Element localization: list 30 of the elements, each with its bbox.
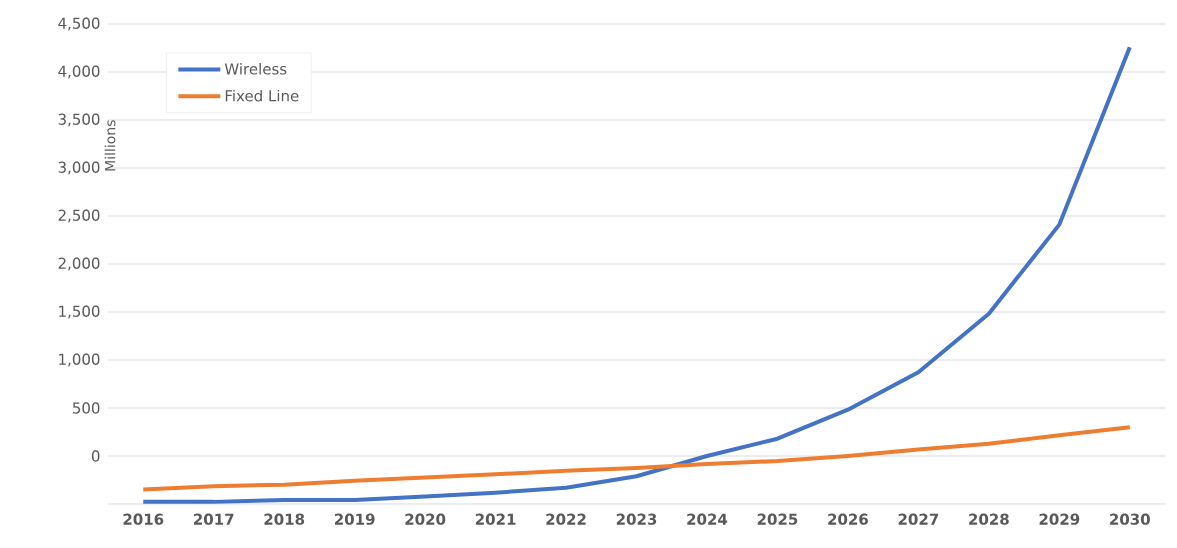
x-tick-label: 2020 xyxy=(405,513,446,525)
y-tick-label: 4,500 xyxy=(58,17,100,31)
x-tick-label: 2016 xyxy=(123,513,164,525)
x-tick-label: 2027 xyxy=(898,513,939,525)
x-tick-label: 2021 xyxy=(475,513,516,525)
y-tick-label: 3,500 xyxy=(58,113,100,127)
x-tick-label: 2028 xyxy=(969,513,1009,525)
y-tick-label: 2,000 xyxy=(58,257,100,271)
x-tick-label: 2019 xyxy=(334,513,375,525)
legend-label: Fixed Line xyxy=(225,89,299,102)
line-series xyxy=(141,45,1132,504)
y-tick-label: 1,500 xyxy=(59,305,100,319)
y-tick-label: 500 xyxy=(73,402,100,414)
x-tick-label: 2023 xyxy=(616,513,657,525)
y-axis-title: Millions xyxy=(104,120,116,171)
x-tick-label: 2024 xyxy=(687,513,728,525)
y-tick-label: 4,000 xyxy=(58,65,100,79)
x-tick-label: 2022 xyxy=(546,513,586,525)
x-tick-label: 2018 xyxy=(264,513,305,525)
legend-label: Wireless xyxy=(224,63,287,75)
x-tick-label: 2017 xyxy=(194,513,234,525)
y-tick-label: 0 xyxy=(91,450,100,462)
x-tick-label: 2026 xyxy=(828,513,868,525)
x-tick-label: 2025 xyxy=(757,513,798,525)
x-tick-label: 2030 xyxy=(1110,513,1150,525)
y-tick-label: 1,000 xyxy=(59,353,100,367)
line-series xyxy=(141,425,1132,492)
y-tick-label: 2,500 xyxy=(58,209,100,223)
x-tick-label: 2029 xyxy=(1039,513,1080,525)
y-tick-label: 3,000 xyxy=(58,161,100,175)
